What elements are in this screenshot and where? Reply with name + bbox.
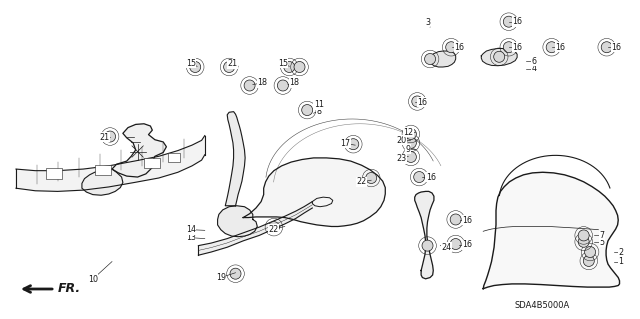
- Text: 15: 15: [278, 59, 288, 68]
- Text: 18: 18: [257, 78, 268, 87]
- Polygon shape: [218, 206, 257, 237]
- Circle shape: [450, 239, 461, 249]
- Circle shape: [301, 105, 313, 115]
- Circle shape: [405, 137, 417, 148]
- Circle shape: [284, 62, 295, 72]
- Text: 16: 16: [454, 43, 465, 52]
- Text: 22: 22: [356, 177, 367, 186]
- Text: 7: 7: [599, 231, 604, 240]
- Text: 4: 4: [532, 64, 537, 73]
- Text: 21: 21: [227, 59, 237, 68]
- Text: 16: 16: [512, 43, 522, 52]
- Text: 11: 11: [314, 100, 324, 109]
- Text: 14: 14: [186, 225, 196, 234]
- Polygon shape: [82, 169, 123, 195]
- Text: 16: 16: [417, 98, 428, 107]
- Circle shape: [503, 42, 515, 53]
- Text: 16: 16: [512, 17, 522, 26]
- Circle shape: [268, 222, 280, 233]
- Polygon shape: [481, 48, 517, 66]
- Text: 19: 19: [216, 273, 226, 282]
- Text: 16: 16: [555, 43, 565, 52]
- Circle shape: [413, 172, 425, 182]
- Polygon shape: [430, 51, 456, 67]
- Text: 24: 24: [442, 243, 452, 252]
- Text: 5: 5: [599, 238, 604, 247]
- Circle shape: [578, 236, 589, 247]
- Circle shape: [223, 62, 235, 72]
- Polygon shape: [415, 191, 434, 279]
- Circle shape: [189, 62, 201, 72]
- Text: SDA4B5000A: SDA4B5000A: [515, 301, 570, 310]
- Polygon shape: [483, 172, 620, 289]
- Text: 2: 2: [618, 248, 623, 256]
- Circle shape: [412, 96, 423, 107]
- Circle shape: [584, 247, 596, 257]
- Text: 13: 13: [186, 233, 196, 242]
- Circle shape: [104, 131, 116, 142]
- Circle shape: [422, 240, 433, 251]
- Circle shape: [578, 230, 589, 241]
- Text: 16: 16: [462, 241, 472, 249]
- Circle shape: [405, 152, 417, 162]
- Text: 16: 16: [611, 43, 621, 52]
- Text: 16: 16: [462, 216, 472, 225]
- Circle shape: [277, 80, 289, 91]
- Circle shape: [348, 139, 359, 150]
- Circle shape: [424, 54, 436, 64]
- Circle shape: [445, 42, 457, 53]
- Circle shape: [493, 51, 505, 62]
- Circle shape: [294, 62, 305, 72]
- Text: 12: 12: [403, 128, 413, 137]
- Text: FR.: FR.: [58, 283, 81, 295]
- Text: 10: 10: [88, 275, 98, 284]
- Polygon shape: [243, 158, 385, 226]
- Text: 16: 16: [426, 173, 436, 182]
- Polygon shape: [312, 197, 333, 207]
- Text: 1: 1: [618, 257, 623, 266]
- Circle shape: [601, 42, 612, 53]
- Circle shape: [450, 214, 461, 225]
- Polygon shape: [198, 202, 312, 255]
- Text: 15: 15: [186, 59, 196, 68]
- Circle shape: [365, 173, 377, 183]
- Circle shape: [583, 256, 595, 266]
- Circle shape: [230, 268, 241, 279]
- Text: 3: 3: [425, 18, 430, 27]
- Text: 8: 8: [316, 107, 321, 115]
- Text: 20: 20: [397, 136, 407, 145]
- Polygon shape: [16, 136, 205, 191]
- Text: 23: 23: [397, 154, 407, 163]
- Polygon shape: [225, 112, 245, 206]
- Text: 17: 17: [340, 139, 351, 148]
- Bar: [95, 165, 111, 175]
- Bar: [46, 168, 62, 180]
- Circle shape: [405, 129, 417, 139]
- Text: 22: 22: [269, 225, 279, 234]
- Text: 21: 21: [99, 133, 109, 142]
- Circle shape: [503, 16, 515, 27]
- Text: 6: 6: [532, 57, 537, 66]
- Bar: [144, 158, 160, 168]
- Circle shape: [546, 42, 557, 53]
- Text: 18: 18: [289, 78, 300, 87]
- Bar: [168, 153, 180, 162]
- Text: 9: 9: [406, 145, 411, 154]
- Circle shape: [244, 80, 255, 91]
- Polygon shape: [112, 124, 166, 177]
